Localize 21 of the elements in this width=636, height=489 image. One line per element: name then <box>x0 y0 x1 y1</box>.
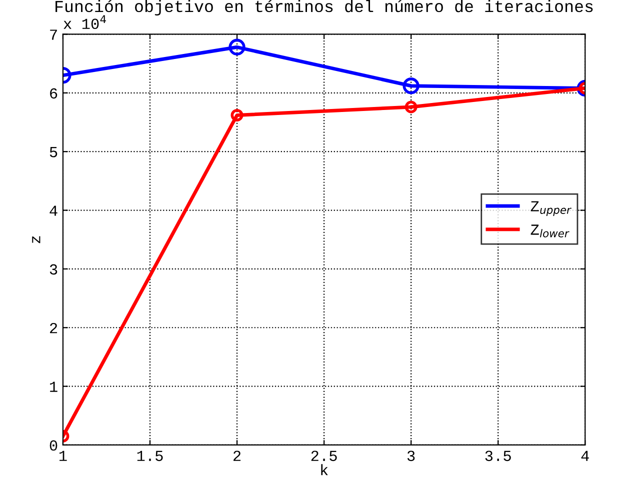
x-tick-label: 1 <box>59 450 67 461</box>
y-tick-label: 1 <box>50 382 58 392</box>
y-tick-label: 0 <box>50 440 58 451</box>
chart-title: Función objetivo en términos del número de iteraciones <box>56 0 593 16</box>
x-tick-label: 2 <box>234 450 241 461</box>
y-tick-label: 5 <box>50 147 58 158</box>
y-axis-title: z <box>32 236 40 244</box>
y-tick-label: 2 <box>50 322 58 334</box>
x-tick-label: 3.5 <box>485 450 511 462</box>
y-tick-label: 4 <box>50 206 58 216</box>
x-axis-title: k <box>321 464 328 476</box>
x-tick-label: 2.5 <box>311 450 337 462</box>
x-tick-label: 4 <box>581 450 589 461</box>
x-tick-label: 1.5 <box>137 450 163 462</box>
x-tick-label: 3 <box>407 450 415 462</box>
legend-label: Z$_{lower}$ <box>530 224 570 238</box>
y-tick-label: 7 <box>50 30 57 40</box>
text: x 10$^{4}$ <box>64 15 106 30</box>
legend-label: Z$_{upper}$ <box>530 201 572 216</box>
y-tick-label: 3 <box>50 264 58 275</box>
y-tick-label: 6 <box>50 88 58 99</box>
